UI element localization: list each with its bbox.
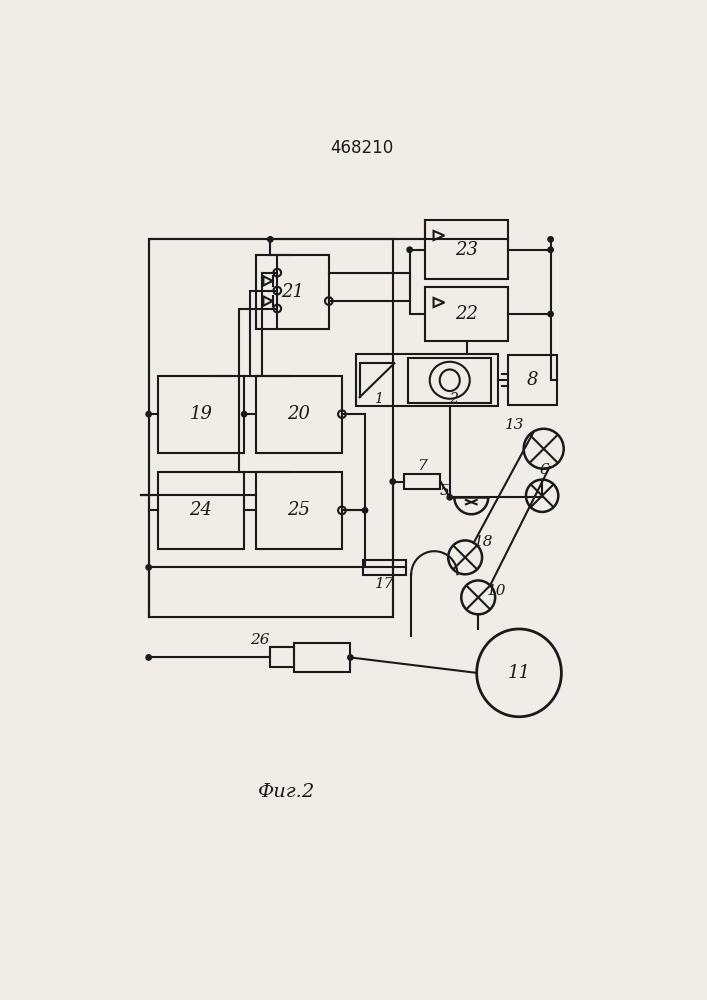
Text: Фиг.2: Фиг.2 (258, 783, 315, 801)
Circle shape (242, 411, 247, 417)
Text: 13: 13 (506, 418, 525, 432)
Text: 21: 21 (281, 283, 304, 301)
Bar (256, 376, 342, 453)
Bar (425, 220, 508, 279)
Text: 17: 17 (375, 577, 395, 591)
Circle shape (447, 495, 452, 500)
Text: 11: 11 (508, 664, 530, 682)
Bar (158, 472, 244, 549)
Text: 468210: 468210 (330, 139, 394, 157)
Circle shape (146, 655, 151, 660)
Text: 23: 23 (455, 241, 478, 259)
Bar (269, 647, 294, 667)
Text: 18: 18 (474, 535, 493, 549)
Circle shape (362, 508, 368, 513)
Text: 2: 2 (449, 392, 458, 406)
Circle shape (390, 479, 395, 484)
Text: 7: 7 (417, 459, 427, 473)
Text: 6: 6 (539, 463, 549, 477)
Circle shape (407, 247, 412, 252)
Circle shape (548, 237, 554, 242)
Bar (256, 255, 329, 329)
Bar (256, 472, 342, 549)
Text: 8: 8 (527, 371, 538, 389)
Circle shape (348, 655, 353, 660)
Text: 25: 25 (287, 501, 310, 519)
Text: 1: 1 (375, 392, 383, 406)
Circle shape (548, 247, 554, 252)
Circle shape (146, 411, 151, 417)
Bar (356, 354, 498, 406)
Bar (294, 643, 351, 672)
Bar (408, 358, 491, 403)
Bar (508, 355, 557, 405)
Bar (363, 560, 406, 575)
Text: 26: 26 (250, 633, 270, 647)
Text: 5: 5 (440, 484, 449, 498)
Bar (404, 474, 440, 489)
Bar (158, 376, 244, 453)
Circle shape (268, 237, 273, 242)
Circle shape (548, 311, 554, 317)
Text: 24: 24 (189, 501, 213, 519)
Text: 19: 19 (189, 405, 213, 423)
Text: 22: 22 (455, 305, 478, 323)
Bar (425, 287, 508, 341)
Circle shape (146, 565, 151, 570)
Text: 10: 10 (487, 584, 506, 598)
Text: 20: 20 (287, 405, 310, 423)
